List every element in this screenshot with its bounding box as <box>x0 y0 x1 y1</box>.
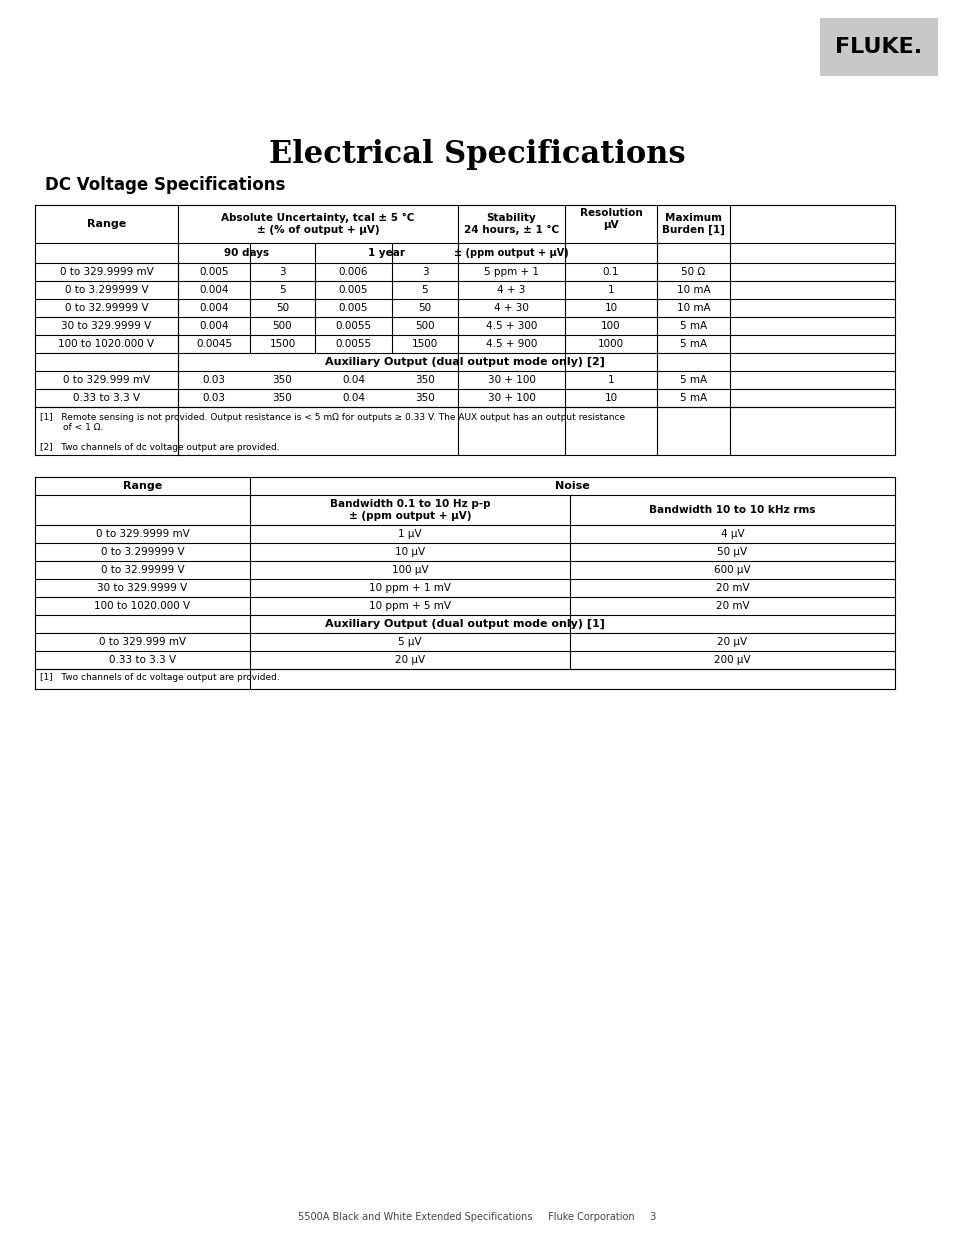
Text: Resolution
μV: Resolution μV <box>579 209 641 230</box>
Text: 5: 5 <box>421 285 428 295</box>
Text: 4 μV: 4 μV <box>720 529 743 538</box>
Text: 350: 350 <box>415 375 435 385</box>
Text: Bandwidth 10 to 10 kHz rms: Bandwidth 10 to 10 kHz rms <box>649 505 815 515</box>
Text: 10 μV: 10 μV <box>395 547 425 557</box>
Text: 30 to 329.9999 V: 30 to 329.9999 V <box>61 321 152 331</box>
Text: 5 mA: 5 mA <box>679 338 706 350</box>
Text: ± (ppm output + μV): ± (ppm output + μV) <box>454 248 568 258</box>
Text: 0.33 to 3.3 V: 0.33 to 3.3 V <box>72 393 140 403</box>
Text: 1 μV: 1 μV <box>397 529 421 538</box>
Text: 0.0055: 0.0055 <box>335 321 371 331</box>
Text: 0.04: 0.04 <box>341 393 365 403</box>
Text: 10 mA: 10 mA <box>676 303 710 312</box>
Text: 4 + 3: 4 + 3 <box>497 285 525 295</box>
Text: 10: 10 <box>604 303 617 312</box>
Text: 0 to 3.299999 V: 0 to 3.299999 V <box>65 285 148 295</box>
Text: 0.03: 0.03 <box>202 393 225 403</box>
Text: 20 mV: 20 mV <box>715 601 748 611</box>
Text: Range: Range <box>123 480 162 492</box>
Text: 200 μV: 200 μV <box>714 655 750 664</box>
Text: 0 to 32.99999 V: 0 to 32.99999 V <box>65 303 148 312</box>
Text: 0.004: 0.004 <box>199 321 229 331</box>
Text: 10 ppm + 1 mV: 10 ppm + 1 mV <box>369 583 451 593</box>
Text: 350: 350 <box>273 393 292 403</box>
Text: Range: Range <box>87 219 126 228</box>
Text: Noise: Noise <box>555 480 589 492</box>
Text: 0 to 329.999 mV: 0 to 329.999 mV <box>63 375 150 385</box>
Text: Electrical Specifications: Electrical Specifications <box>269 140 684 170</box>
Text: 100 to 1020.000 V: 100 to 1020.000 V <box>58 338 154 350</box>
Text: 20 mV: 20 mV <box>715 583 748 593</box>
Text: [2]   Two channels of dc voltage output are provided.: [2] Two channels of dc voltage output ar… <box>40 443 279 452</box>
Text: 0 to 329.9999 mV: 0 to 329.9999 mV <box>95 529 190 538</box>
Text: 0.0055: 0.0055 <box>335 338 371 350</box>
Text: Maximum
Burden [1]: Maximum Burden [1] <box>661 214 724 235</box>
Text: 50: 50 <box>418 303 431 312</box>
Text: 0 to 329.999 mV: 0 to 329.999 mV <box>99 637 186 647</box>
Text: 5: 5 <box>279 285 286 295</box>
Text: 4.5 + 300: 4.5 + 300 <box>485 321 537 331</box>
Text: 1500: 1500 <box>412 338 437 350</box>
Text: 350: 350 <box>415 393 435 403</box>
Text: 3: 3 <box>421 267 428 277</box>
Text: Absolute Uncertainty, tcal ± 5 °C
± (% of output + μV): Absolute Uncertainty, tcal ± 5 °C ± (% o… <box>221 214 415 235</box>
Text: Bandwidth 0.1 to 10 Hz p-p
± (ppm output + μV): Bandwidth 0.1 to 10 Hz p-p ± (ppm output… <box>330 499 490 521</box>
Text: 10 mA: 10 mA <box>676 285 710 295</box>
Text: 100: 100 <box>600 321 620 331</box>
Text: 1 year: 1 year <box>368 248 405 258</box>
Text: FLUKE.: FLUKE. <box>835 37 922 57</box>
Text: 5500A Black and White Extended Specifications     Fluke Corporation     3: 5500A Black and White Extended Specifica… <box>297 1212 656 1221</box>
Text: 5 mA: 5 mA <box>679 393 706 403</box>
Text: 0.1: 0.1 <box>602 267 618 277</box>
Text: 350: 350 <box>273 375 292 385</box>
Text: 1: 1 <box>607 285 614 295</box>
Text: [1]   Two channels of dc voltage output are provided.: [1] Two channels of dc voltage output ar… <box>40 673 279 682</box>
Text: 0.004: 0.004 <box>199 303 229 312</box>
Text: 0.005: 0.005 <box>338 285 368 295</box>
Text: 600 μV: 600 μV <box>714 564 750 576</box>
Text: 0.0045: 0.0045 <box>195 338 232 350</box>
Text: 50: 50 <box>275 303 289 312</box>
Text: 0.006: 0.006 <box>338 267 368 277</box>
Text: 1: 1 <box>607 375 614 385</box>
FancyBboxPatch shape <box>820 19 937 77</box>
Text: Auxiliary Output (dual output mode only) [1]: Auxiliary Output (dual output mode only)… <box>325 619 604 629</box>
Text: 0.005: 0.005 <box>338 303 368 312</box>
Text: 1500: 1500 <box>269 338 295 350</box>
Text: 30 + 100: 30 + 100 <box>487 393 535 403</box>
Text: 5 ppm + 1: 5 ppm + 1 <box>483 267 538 277</box>
Text: 10 ppm + 5 mV: 10 ppm + 5 mV <box>369 601 451 611</box>
Text: 20 μV: 20 μV <box>395 655 425 664</box>
Text: 20 μV: 20 μV <box>717 637 747 647</box>
Text: 5 mA: 5 mA <box>679 375 706 385</box>
Text: 0 to 329.9999 mV: 0 to 329.9999 mV <box>59 267 153 277</box>
Text: 0.04: 0.04 <box>341 375 365 385</box>
Text: 500: 500 <box>415 321 435 331</box>
Text: 100 to 1020.000 V: 100 to 1020.000 V <box>94 601 191 611</box>
Text: 4.5 + 900: 4.5 + 900 <box>485 338 537 350</box>
Text: 5 mA: 5 mA <box>679 321 706 331</box>
Text: 5 μV: 5 μV <box>397 637 421 647</box>
Text: 0 to 3.299999 V: 0 to 3.299999 V <box>101 547 184 557</box>
Text: 500: 500 <box>273 321 292 331</box>
Text: 100 μV: 100 μV <box>392 564 428 576</box>
Text: [1]   Remote sensing is not provided. Output resistance is < 5 mΩ for outputs ≥ : [1] Remote sensing is not provided. Outp… <box>40 412 624 432</box>
Text: 90 days: 90 days <box>224 248 269 258</box>
Text: DC Voltage Specifications: DC Voltage Specifications <box>45 177 285 194</box>
Text: 0 to 32.99999 V: 0 to 32.99999 V <box>101 564 184 576</box>
Text: 0.03: 0.03 <box>202 375 225 385</box>
Text: Stability
24 hours, ± 1 °C: Stability 24 hours, ± 1 °C <box>463 214 558 235</box>
Text: Auxiliary Output (dual output mode only) [2]: Auxiliary Output (dual output mode only)… <box>325 357 604 367</box>
Text: 30 + 100: 30 + 100 <box>487 375 535 385</box>
Text: 50 Ω: 50 Ω <box>680 267 705 277</box>
Text: 0.004: 0.004 <box>199 285 229 295</box>
Text: 0.005: 0.005 <box>199 267 229 277</box>
Text: 3: 3 <box>279 267 286 277</box>
Text: 10: 10 <box>604 393 617 403</box>
Text: 0.33 to 3.3 V: 0.33 to 3.3 V <box>109 655 176 664</box>
Text: 30 to 329.9999 V: 30 to 329.9999 V <box>97 583 188 593</box>
Text: 1000: 1000 <box>598 338 623 350</box>
Text: 4 + 30: 4 + 30 <box>494 303 528 312</box>
Text: 50 μV: 50 μV <box>717 547 747 557</box>
